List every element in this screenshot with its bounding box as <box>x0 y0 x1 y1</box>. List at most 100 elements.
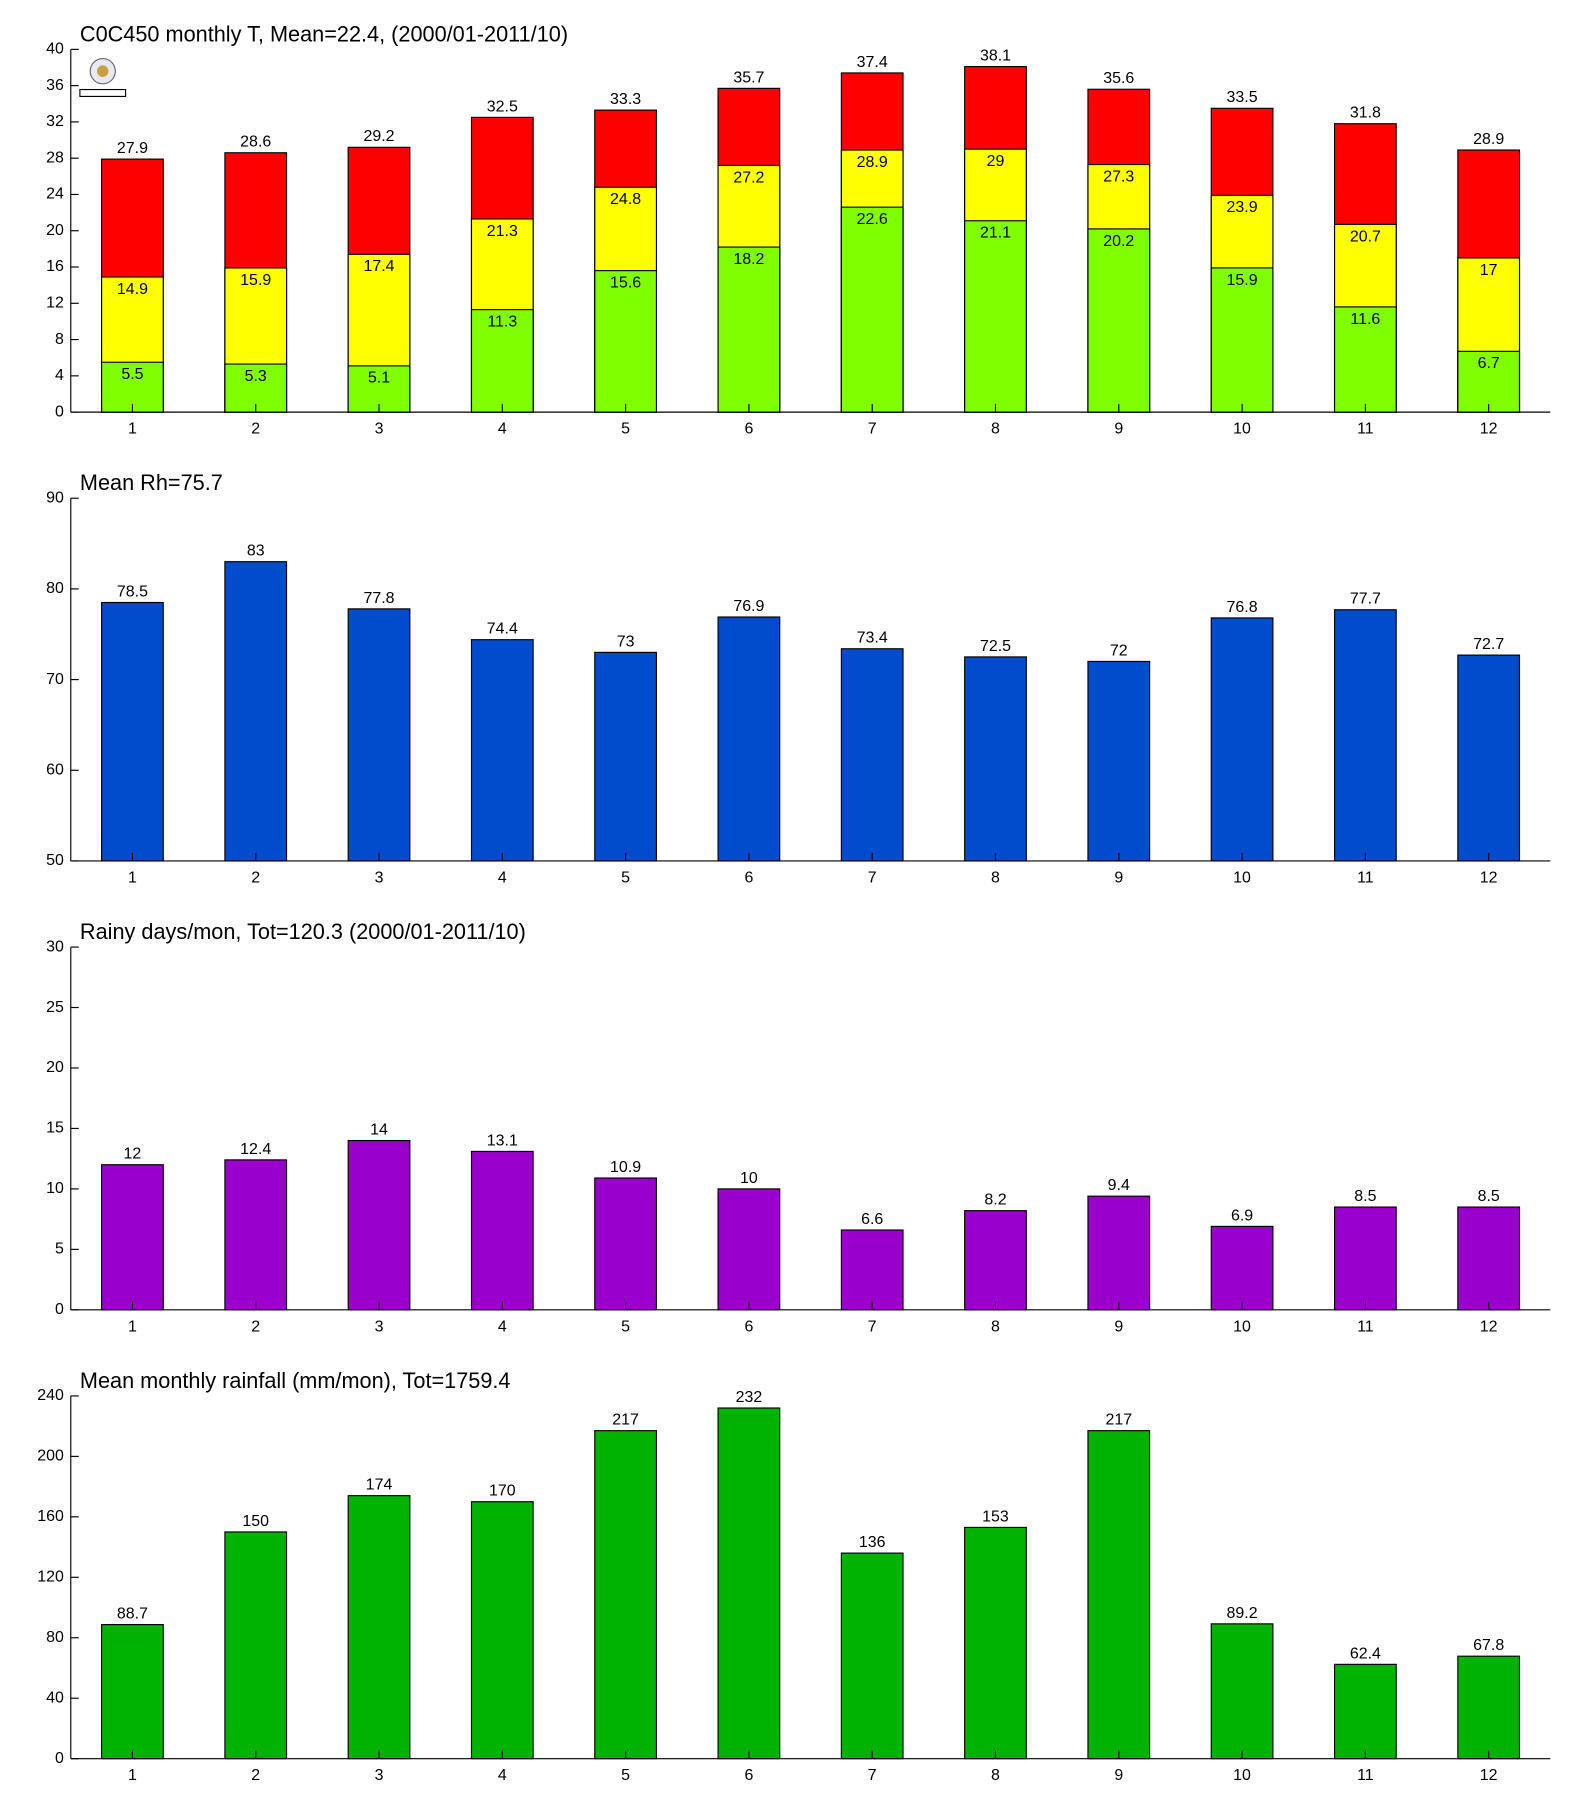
value-label: 20.2 <box>1103 232 1134 250</box>
bar <box>1210 267 1274 413</box>
bar <box>1333 1206 1397 1311</box>
value-label: 28.9 <box>857 153 888 171</box>
x-tick-label: 5 <box>621 868 630 886</box>
value-label: 29.2 <box>363 127 394 145</box>
bar <box>840 206 904 413</box>
value-label: 10.9 <box>610 1158 641 1176</box>
y-tick-label: 8 <box>55 330 64 348</box>
x-tick-label: 3 <box>375 1317 384 1335</box>
x-tick-label: 11 <box>1357 1317 1374 1335</box>
y-tick-label: 50 <box>46 851 64 869</box>
value-label: 150 <box>242 1512 269 1530</box>
y-tick-label: 40 <box>46 1688 64 1706</box>
x-tick-label: 3 <box>375 1766 384 1784</box>
x-tick-label: 12 <box>1480 420 1498 438</box>
bar <box>224 561 288 862</box>
bar <box>594 1177 658 1311</box>
x-tick-label: 8 <box>991 1317 1000 1335</box>
y-tick-label: 24 <box>46 185 64 203</box>
y-tick-label: 16 <box>46 257 64 275</box>
x-tick-label: 7 <box>868 1766 877 1784</box>
value-label: 15.9 <box>240 271 271 289</box>
y-tick-label: 80 <box>46 579 64 597</box>
x-tick-label: 9 <box>1114 1317 1123 1335</box>
bar <box>224 1531 288 1760</box>
value-label: 15.6 <box>610 273 641 291</box>
value-label: 232 <box>736 1388 763 1406</box>
y-tick-label: 28 <box>46 148 64 166</box>
value-label: 6.7 <box>1478 354 1500 372</box>
value-label: 73.4 <box>857 629 888 647</box>
chart-title: Mean monthly rainfall (mm/mon), Tot=1759… <box>80 1368 511 1393</box>
bar <box>594 1430 658 1760</box>
bar <box>964 220 1027 413</box>
value-label: 13.1 <box>487 1131 518 1149</box>
bar <box>964 656 1027 862</box>
x-tick-label: 12 <box>1480 1766 1498 1784</box>
value-label: 14 <box>370 1120 388 1138</box>
value-label: 6.6 <box>861 1210 883 1228</box>
bar <box>964 1210 1027 1311</box>
bar <box>594 651 658 862</box>
y-tick-label: 36 <box>46 76 64 94</box>
value-label: 62.4 <box>1350 1644 1381 1662</box>
value-label: 28.6 <box>240 133 271 151</box>
chart-title: Mean Rh=75.7 <box>80 470 223 495</box>
x-tick-label: 7 <box>868 420 877 438</box>
bar <box>1457 1655 1521 1760</box>
x-tick-label: 4 <box>498 868 507 886</box>
x-tick-label: 4 <box>498 1317 507 1335</box>
bar <box>101 1164 164 1311</box>
x-tick-label: 4 <box>498 1766 507 1784</box>
value-label: 5.3 <box>245 367 267 385</box>
x-tick-label: 1 <box>128 1317 137 1335</box>
bar <box>347 1495 411 1760</box>
bar <box>717 616 781 862</box>
value-label: 153 <box>982 1507 1009 1525</box>
x-tick-label: 1 <box>128 420 137 438</box>
value-label: 8.5 <box>1478 1187 1500 1205</box>
x-tick-label: 6 <box>744 868 753 886</box>
value-label: 8.5 <box>1354 1187 1376 1205</box>
logo <box>79 57 127 98</box>
value-label: 22.6 <box>857 210 888 228</box>
x-tick-label: 8 <box>991 868 1000 886</box>
bar <box>840 1229 904 1311</box>
value-label: 15.9 <box>1227 271 1258 289</box>
x-tick-label: 9 <box>1114 420 1123 438</box>
bar <box>840 648 904 862</box>
value-label: 76.9 <box>733 597 764 615</box>
y-tick-label: 40 <box>46 40 64 58</box>
bar <box>470 1501 534 1760</box>
x-tick-label: 12 <box>1480 1317 1498 1335</box>
y-tick-label: 20 <box>46 221 64 239</box>
bar <box>594 270 658 413</box>
y-tick-label: 4 <box>55 366 64 384</box>
bar <box>470 1150 534 1311</box>
value-label: 170 <box>489 1482 516 1500</box>
value-label: 5.1 <box>368 369 390 387</box>
x-tick-label: 9 <box>1114 868 1123 886</box>
value-label: 17 <box>1480 261 1498 279</box>
value-label: 72 <box>1110 641 1128 659</box>
value-label: 35.6 <box>1103 69 1134 87</box>
y-tick-label: 15 <box>46 1119 64 1137</box>
x-tick-label: 3 <box>375 420 384 438</box>
value-label: 18.2 <box>733 250 764 268</box>
value-label: 27.2 <box>733 168 764 186</box>
x-tick-label: 4 <box>498 420 507 438</box>
x-tick-label: 11 <box>1357 868 1374 886</box>
bar <box>1210 617 1274 862</box>
value-label: 136 <box>859 1533 886 1551</box>
x-tick-label: 2 <box>251 868 260 886</box>
value-label: 38.1 <box>980 46 1011 64</box>
bar <box>101 361 164 413</box>
bar <box>1457 350 1521 413</box>
y-tick-label: 80 <box>46 1628 64 1646</box>
x-tick-label: 5 <box>621 420 630 438</box>
value-label: 33.3 <box>610 90 641 108</box>
bar <box>717 246 781 413</box>
x-tick-label: 10 <box>1233 420 1251 438</box>
value-label: 14.9 <box>117 280 148 298</box>
value-label: 67.8 <box>1473 1636 1504 1654</box>
